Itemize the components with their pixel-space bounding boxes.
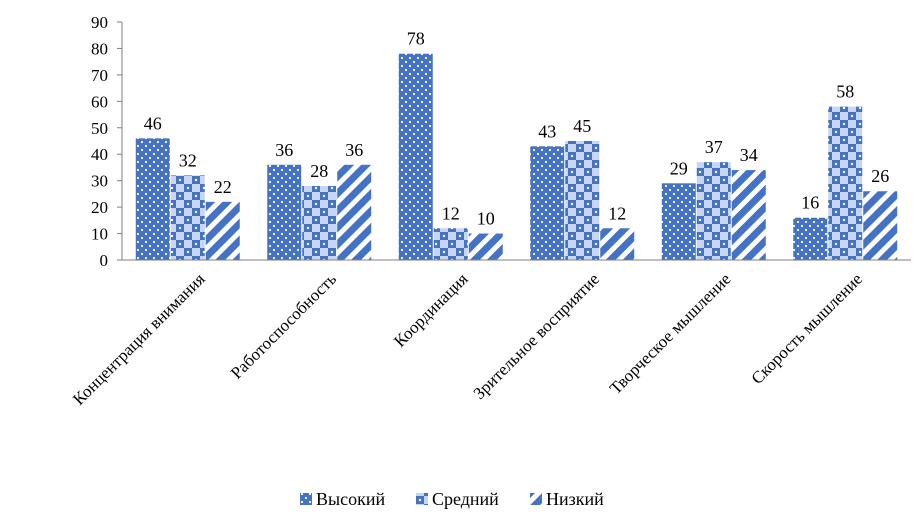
data-label: 34 (740, 145, 758, 165)
category-label: Координация (390, 269, 472, 351)
data-label: 12 (442, 203, 460, 223)
category-label: Скорость мышление (748, 269, 867, 388)
bar-dots-2 (267, 164, 302, 260)
data-label: 37 (705, 137, 723, 157)
bar-diagonal-1 (205, 201, 240, 260)
y-tick-label: 10 (91, 225, 108, 244)
category-label: Творческое мышление (606, 269, 735, 398)
data-label: 78 (407, 29, 425, 49)
bar-checker-2 (302, 185, 337, 260)
bar-diagonal-3 (468, 233, 503, 260)
data-label: 45 (573, 116, 591, 136)
y-tick-label: 90 (91, 13, 108, 32)
y-tick-label: 80 (91, 39, 108, 58)
x-axis: Концентрация внимания Работоспособность Ко… (69, 259, 911, 409)
legend-label: Средний (432, 489, 499, 509)
data-labels: 46 32 22 36 28 36 78 12 10 43 45 12 29 37 34 16 58 26 (144, 29, 890, 229)
data-label: 10 (477, 209, 495, 229)
data-label: 36 (275, 140, 293, 160)
y-tick-label: 70 (91, 66, 108, 85)
legend: Высокий Средний Низкий (300, 489, 604, 509)
y-tick-label: 30 (91, 172, 108, 191)
bar-dots-5 (661, 183, 696, 260)
y-tick-label: 60 (91, 92, 108, 111)
bar-dots-4 (530, 146, 565, 260)
bar-diagonal-2 (337, 164, 372, 260)
legend-label: Высокий (316, 489, 385, 509)
data-label: 29 (670, 158, 688, 178)
y-tick-label: 40 (91, 145, 108, 164)
data-label: 12 (608, 203, 626, 223)
bar-dots-3 (398, 53, 433, 260)
category-label: Работоспособность (227, 269, 340, 382)
data-label: 32 (179, 150, 197, 170)
category-label: Концентрация внимания (69, 269, 209, 409)
legend-label: Низкий (546, 489, 604, 509)
bar-checker-5 (696, 162, 731, 260)
bar-checker-1 (170, 175, 205, 260)
data-label: 58 (836, 82, 854, 102)
legend-swatch-diagonal (530, 493, 542, 505)
legend-swatch-dots (300, 493, 312, 505)
legend-swatch-checker (416, 493, 428, 505)
bar-diagonal-6 (863, 191, 898, 260)
data-label: 26 (871, 166, 889, 186)
y-tick-label: 20 (91, 198, 108, 217)
bar-checker-6 (828, 106, 863, 260)
data-label: 43 (538, 121, 556, 141)
data-label: 22 (214, 177, 232, 197)
data-label: 16 (801, 193, 819, 213)
bar-checker-4 (565, 141, 600, 260)
y-axis: 0 10 20 30 40 50 60 70 80 90 (91, 13, 123, 270)
bar-dots-6 (793, 217, 828, 260)
bar-diagonal-4 (600, 228, 635, 260)
data-label: 46 (144, 113, 162, 133)
bar-checker-3 (433, 228, 468, 260)
y-tick-label: 0 (100, 251, 109, 270)
bar-dots-1 (135, 138, 170, 260)
data-label: 28 (310, 161, 328, 181)
bars (135, 53, 898, 260)
data-label: 36 (345, 140, 363, 160)
category-label: Зрительное восприятие (470, 269, 604, 403)
y-tick-label: 50 (91, 119, 108, 138)
bar-diagonal-5 (731, 170, 766, 260)
